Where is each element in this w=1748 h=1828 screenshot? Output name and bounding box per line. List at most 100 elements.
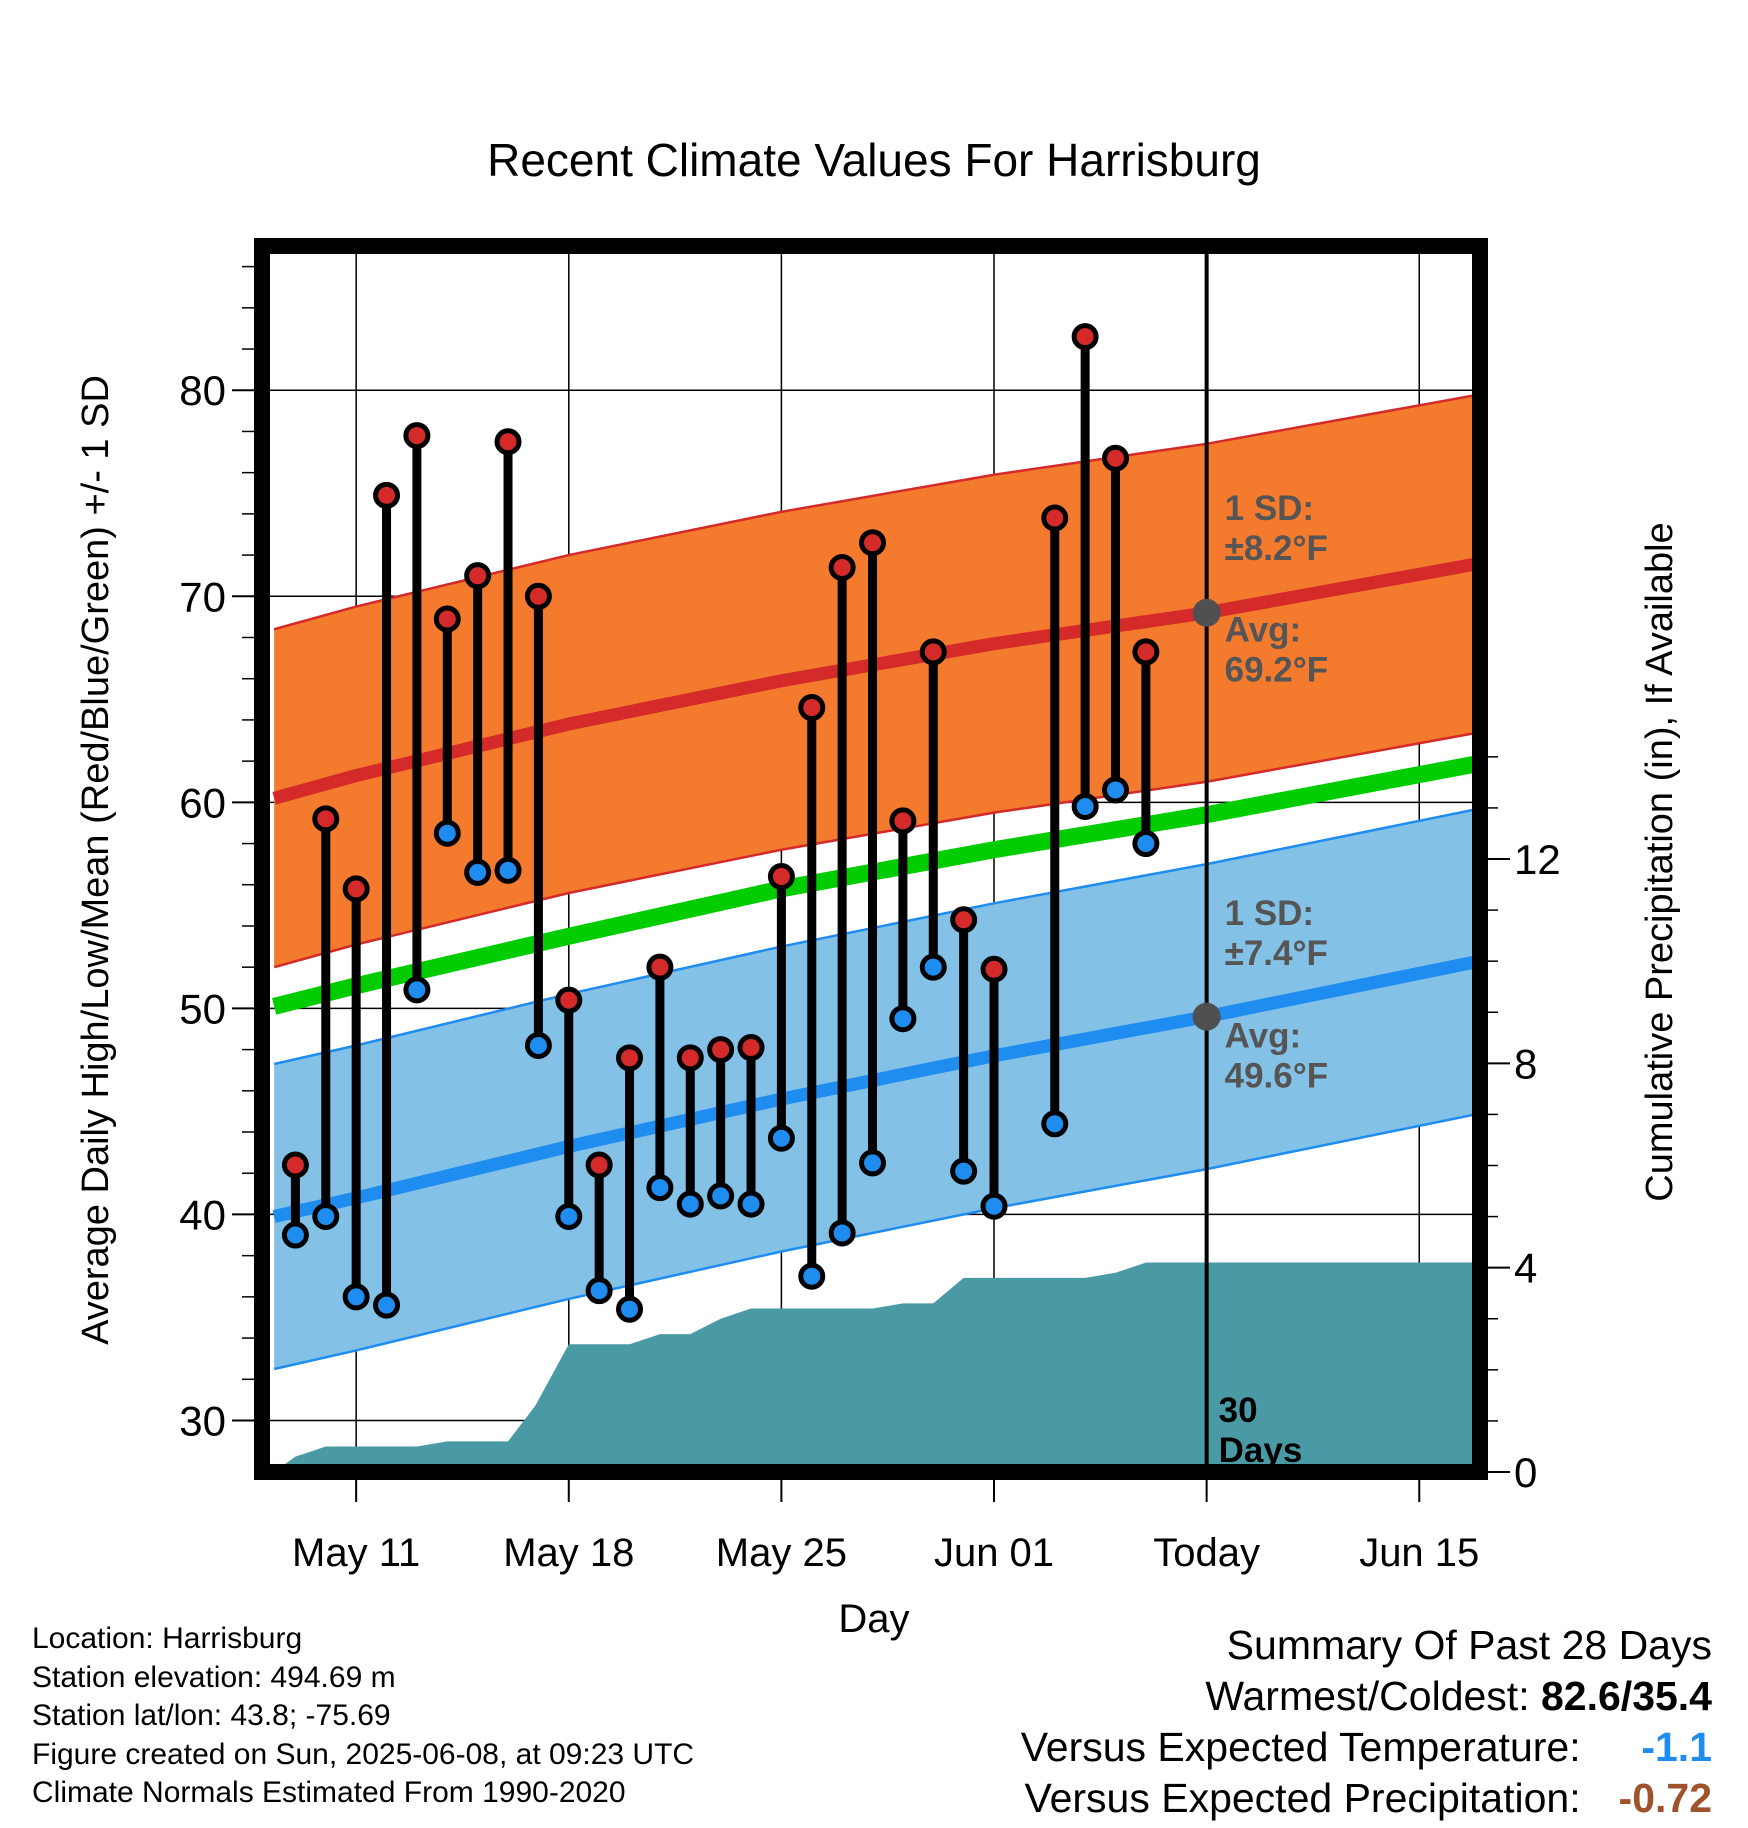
today-avg-high-marker <box>1192 598 1221 627</box>
precip-value: -0.72 <box>1618 1775 1712 1821</box>
y-tick-label: 30 <box>179 1397 226 1444</box>
high-point <box>373 481 401 509</box>
y-tick-label: 70 <box>179 573 226 620</box>
y-tick-label: 40 <box>179 1191 226 1238</box>
annotation-low-sd: 1 SD: ±7.4°F <box>1225 894 1328 973</box>
high-point <box>646 953 674 981</box>
high-point <box>980 955 1008 983</box>
low-point <box>889 1005 917 1033</box>
location-text: Location: Harrisburg <box>32 1622 303 1655</box>
high-point <box>403 422 431 450</box>
high-point <box>1071 323 1099 351</box>
x-tick-label: May 18 <box>503 1531 634 1575</box>
normals-note-text: Climate Normals Estimated From 1990-2020 <box>32 1776 626 1809</box>
annotation-low-sd-line: ±7.4°F <box>1225 934 1328 973</box>
high-point <box>494 428 522 456</box>
low-point <box>1132 830 1160 858</box>
high-point <box>707 1036 735 1064</box>
high-point <box>798 694 826 722</box>
high-point <box>342 875 370 903</box>
x-axis-label: Day <box>838 1597 909 1641</box>
low-point <box>1041 1110 1069 1138</box>
summary-panel: Summary Of Past 28 Days Warmest/Coldest:… <box>1021 1620 1712 1824</box>
low-point <box>464 858 492 886</box>
low-normal-band <box>274 808 1480 1369</box>
plot-frame <box>254 238 1488 1480</box>
today-days-label-line: Days <box>1219 1431 1303 1470</box>
low-point <box>312 1202 340 1230</box>
high-point <box>524 582 552 610</box>
low-point <box>980 1192 1008 1220</box>
annotation-high-avg-line: 69.2°F <box>1225 651 1329 690</box>
low-point <box>524 1031 552 1059</box>
high-point <box>676 1044 704 1072</box>
chart-title: Recent Climate Values For Harrisburg <box>487 134 1261 186</box>
precip-label: Versus Expected Precipitation: <box>1024 1775 1581 1821</box>
low-point <box>828 1219 856 1247</box>
high-point <box>312 805 340 833</box>
low-point <box>707 1182 735 1210</box>
latlon-text: Station lat/lon: 43.8; -75.69 <box>32 1699 391 1732</box>
high-point <box>555 986 583 1014</box>
low-point <box>859 1149 887 1177</box>
high-point <box>433 605 461 633</box>
y-tick-label: 80 <box>179 367 226 414</box>
temp-value: -1.1 <box>1641 1724 1712 1770</box>
low-point <box>555 1202 583 1230</box>
annotation-high-sd: 1 SD: ±8.2°F <box>1225 489 1328 568</box>
low-point <box>798 1262 826 1290</box>
y2-axis-label: Cumulative Precipitation (in), If Availa… <box>1639 522 1681 1201</box>
low-point <box>767 1124 795 1152</box>
summary-title: Summary Of Past 28 Days <box>1226 1622 1712 1668</box>
high-point <box>919 638 947 666</box>
low-point <box>676 1190 704 1218</box>
low-point <box>919 953 947 981</box>
high-point <box>1102 444 1130 472</box>
annotation-high-avg-line: Avg: <box>1225 611 1301 650</box>
y-tick-label: 60 <box>179 779 226 826</box>
high-point <box>1041 504 1069 532</box>
temp-label: Versus Expected Temperature: <box>1020 1724 1581 1770</box>
today-days-label-line: 30 <box>1219 1391 1258 1430</box>
y2-tick-label: 8 <box>1514 1040 1537 1087</box>
x-tick-label: May 11 <box>292 1531 420 1575</box>
x-tick-label: Jun 15 <box>1359 1531 1479 1575</box>
annotation-low-avg: Avg: 49.6°F <box>1225 1017 1329 1096</box>
x-tick-label: Today <box>1153 1531 1260 1575</box>
precip-row: Versus Expected Precipitation: -0.72 <box>1021 1773 1713 1824</box>
high-point <box>1132 638 1160 666</box>
low-point <box>342 1283 370 1311</box>
annotation-low-sd-line: 1 SD: <box>1225 894 1314 933</box>
annotation-high-sd-line: 1 SD: <box>1225 489 1314 528</box>
high-point <box>585 1151 613 1179</box>
low-point <box>737 1190 765 1218</box>
high-point <box>464 562 492 590</box>
high-point <box>616 1044 644 1072</box>
precipitation-area <box>274 1262 1480 1472</box>
elevation-text: Station elevation: 494.69 m <box>32 1660 396 1694</box>
today-days-label: 30 Days <box>1219 1391 1303 1470</box>
y2-tick-label: 0 <box>1514 1449 1537 1496</box>
low-point <box>373 1291 401 1319</box>
high-point <box>889 807 917 835</box>
warm-cold-label: Warmest/Coldest: <box>1205 1673 1530 1719</box>
x-tick-label: Jun 01 <box>934 1531 1054 1575</box>
high-point <box>828 553 856 581</box>
annotation-high-avg: Avg: 69.2°F <box>1225 611 1329 690</box>
low-point <box>585 1277 613 1305</box>
created-text: Figure created on Sun, 2025-06-08, at 09… <box>32 1737 695 1771</box>
y-tick-label: 50 <box>179 985 226 1032</box>
low-point <box>646 1174 674 1202</box>
annotation-low-avg-line: Avg: <box>1225 1017 1301 1056</box>
low-point <box>1071 792 1099 820</box>
temp-row: Versus Expected Temperature: -1.1 <box>1021 1722 1712 1773</box>
high-point <box>859 529 887 557</box>
low-point <box>403 976 431 1004</box>
high-point <box>767 863 795 891</box>
annotation-high-sd-line: ±8.2°F <box>1225 529 1328 568</box>
today-avg-low-marker <box>1192 1002 1221 1031</box>
warm-cold-value: 82.6/35.4 <box>1541 1673 1712 1719</box>
low-point <box>281 1221 309 1249</box>
